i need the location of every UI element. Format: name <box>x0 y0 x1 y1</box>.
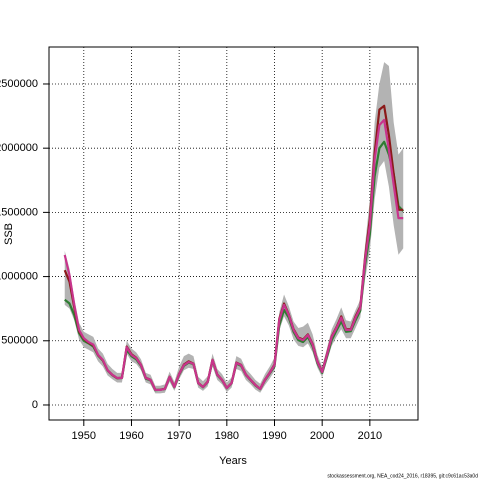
y-tick-label: 1000000 <box>0 270 38 282</box>
y-tick-label: 1500000 <box>0 206 38 218</box>
x-tick-label: 1950 <box>72 430 96 442</box>
x-tick-label: 2010 <box>358 430 382 442</box>
x-tick-label: 1960 <box>119 430 143 442</box>
x-tick-label: 1980 <box>215 430 239 442</box>
confidence-band <box>64 62 404 394</box>
series-line <box>64 140 405 392</box>
x-tick-label: 1990 <box>262 430 286 442</box>
footer: stockassessment.org, NEA_cod24_2016, r18… <box>327 473 478 479</box>
y-tick-label: 0 <box>32 399 38 411</box>
plot-frame <box>48 46 419 421</box>
y-tick-label: 2500000 <box>0 78 38 90</box>
y-tick-label: 500000 <box>1 335 38 347</box>
series-line <box>63 118 404 392</box>
x-tick-label: 2000 <box>310 430 334 442</box>
y-axis-label: SSB <box>3 223 15 245</box>
x-tick-label: 1970 <box>167 430 191 442</box>
x-axis-label: Years <box>219 455 247 467</box>
y-tick-label: 2000000 <box>0 142 38 154</box>
